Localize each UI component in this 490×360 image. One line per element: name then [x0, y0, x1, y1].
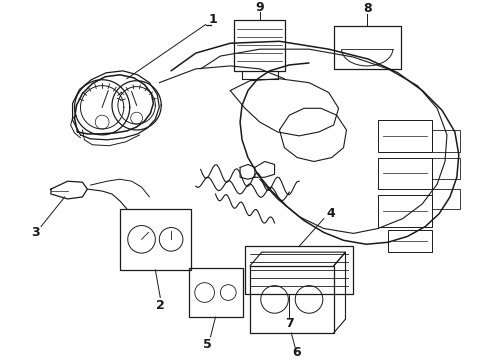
Text: 5: 5 [203, 338, 212, 351]
Bar [432, 130, 460, 152]
Bar [120, 209, 191, 270]
Bar [189, 268, 243, 317]
Bar [388, 230, 432, 252]
Bar [250, 266, 334, 333]
Bar [378, 158, 432, 189]
Text: 8: 8 [363, 2, 371, 15]
Bar [245, 246, 353, 293]
Text: 6: 6 [292, 346, 300, 359]
Text: 1: 1 [208, 13, 217, 26]
Bar [234, 19, 285, 71]
Bar [378, 120, 432, 152]
Bar [378, 195, 432, 226]
Bar [334, 26, 401, 69]
Text: 7: 7 [285, 316, 294, 330]
Text: 2: 2 [156, 299, 165, 312]
Bar [432, 189, 460, 209]
Text: 9: 9 [255, 1, 264, 14]
Text: 4: 4 [326, 207, 335, 220]
Text: 3: 3 [31, 226, 40, 239]
Bar [432, 158, 460, 179]
